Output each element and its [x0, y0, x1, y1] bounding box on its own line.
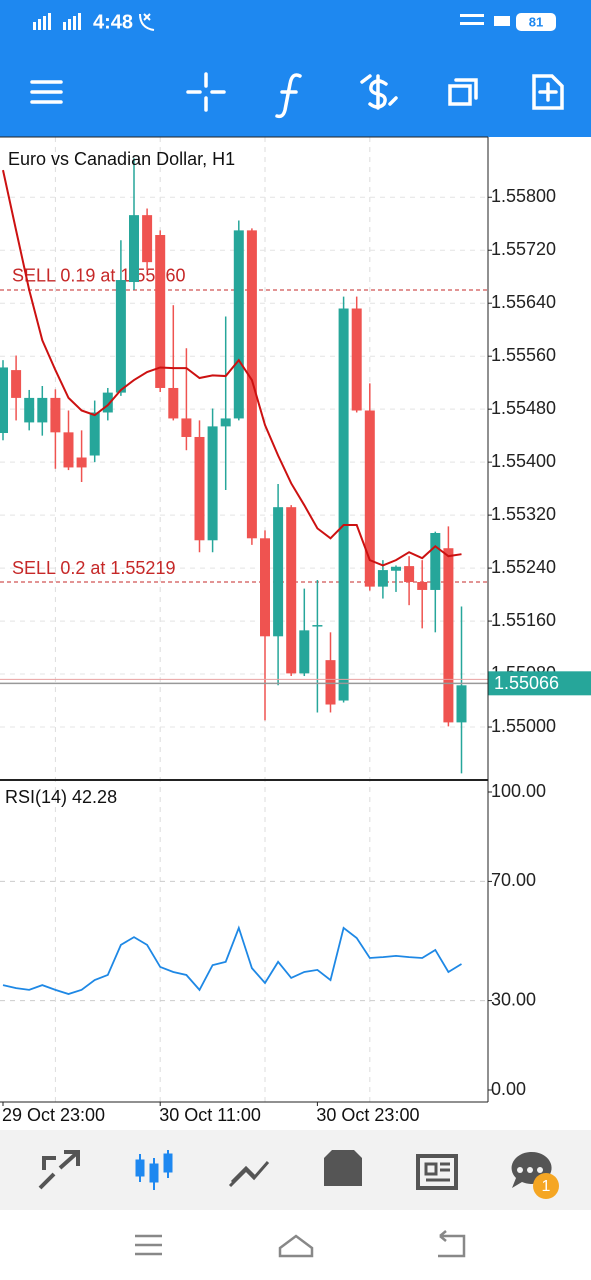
rsi-line: [2, 925, 462, 995]
crosshair-button[interactable]: [186, 72, 226, 112]
candle-body: [286, 507, 297, 674]
candle-body: [11, 370, 22, 398]
candle-body: [338, 308, 349, 701]
candle-body: [194, 436, 205, 541]
new-order-button[interactable]: [532, 74, 564, 110]
battery: [516, 13, 556, 31]
history-tab[interactable]: [324, 1150, 362, 1186]
candle-body: [89, 412, 100, 456]
status-time: 4:48: [93, 11, 133, 33]
candle-body: [24, 397, 35, 423]
badge: [533, 1173, 559, 1199]
order-label: SELL 0.2 at 1.55219: [12, 558, 175, 578]
candle-body: [220, 418, 231, 427]
candle-body: [168, 387, 179, 419]
candle-body: [443, 548, 454, 723]
y-tick-label: 1.55720: [491, 239, 556, 259]
y-tick-label: 1.55480: [491, 398, 556, 418]
candle-body: [391, 566, 401, 571]
candle-body: [37, 397, 48, 423]
candle-body: [260, 538, 270, 637]
system-nav: [135, 1230, 466, 1258]
y-tick-label: 100.00: [491, 781, 546, 801]
candle-body: [299, 630, 310, 674]
signal-icons: [33, 13, 510, 31]
battery-level: 81: [529, 14, 543, 29]
y-tick-label: 1.55640: [491, 292, 556, 312]
x-tick-label: 30 Oct 11:00: [159, 1105, 261, 1125]
indicator-value: 42.28: [72, 787, 117, 807]
candle-body: [76, 457, 87, 468]
y-tick-label: 70.00: [491, 870, 536, 890]
candle-body: [273, 507, 284, 637]
chart-title: Euro vs Canadian Dollar, H1: [8, 149, 235, 169]
candle-body: [325, 660, 336, 705]
x-tick-label: 30 Oct 23:00: [316, 1105, 419, 1125]
candle-body: [207, 426, 218, 541]
candle-body: [430, 532, 441, 590]
candle-body: [142, 215, 153, 263]
candle-body: [351, 308, 362, 411]
recents-button[interactable]: [135, 1234, 162, 1256]
candle-body: [50, 397, 61, 433]
candle-body: [456, 685, 467, 723]
y-tick-label: 0.00: [491, 1079, 526, 1099]
y-tick-label: 1.55000: [491, 716, 556, 736]
candle-body: [246, 230, 257, 539]
app-bar: [0, 0, 591, 137]
moving-average: [2, 169, 462, 567]
trade-button[interactable]: [360, 74, 398, 110]
candle-body: [0, 367, 8, 434]
candle-body: [181, 418, 192, 437]
chart-tab[interactable]: [135, 1150, 173, 1190]
trade-tab[interactable]: [228, 1161, 270, 1188]
candle-body: [102, 392, 113, 413]
y-tick-label: 1.55160: [491, 610, 556, 630]
candle-body: [129, 215, 139, 283]
candle-body: [417, 582, 428, 590]
current-price-label: 1.55066: [494, 673, 559, 693]
news-tab[interactable]: [416, 1154, 458, 1190]
candle-body: [312, 625, 323, 627]
y-tick-label: 1.55240: [491, 557, 556, 577]
candle-body: [404, 566, 415, 583]
home-button[interactable]: [278, 1234, 314, 1258]
current-price-box: [488, 671, 591, 696]
candle-body: [377, 570, 388, 587]
y-tick-label: 30.00: [491, 989, 536, 1009]
candle-body: [364, 410, 375, 587]
candle-body: [63, 432, 74, 468]
candle-body: [233, 230, 244, 419]
back-button[interactable]: [438, 1230, 466, 1258]
candle-body: [155, 235, 166, 388]
badge-count: 1: [542, 1178, 551, 1195]
y-tick-label: 1.55560: [491, 345, 556, 365]
y-tick-label: 1.55400: [491, 451, 556, 471]
indicator-name: RSI(14): [5, 787, 67, 807]
y-tick-label: 1.55800: [491, 186, 556, 206]
y-tick-label: 1.55320: [491, 504, 556, 524]
quotes-tab[interactable]: [38, 1150, 80, 1190]
x-tick-label: 29 Oct 23:00: [2, 1105, 105, 1125]
toolbar-icons: [30, 72, 564, 119]
menu-button[interactable]: [30, 80, 63, 104]
candle-body: [115, 280, 126, 393]
windows-button[interactable]: [448, 78, 478, 106]
rsi-title: RSI(14) 42.28: [5, 787, 117, 807]
bottom-nav: [0, 1130, 591, 1210]
indicators-button[interactable]: [275, 73, 302, 119]
order-label: SELL 0.19 at 1.55660: [12, 266, 185, 286]
